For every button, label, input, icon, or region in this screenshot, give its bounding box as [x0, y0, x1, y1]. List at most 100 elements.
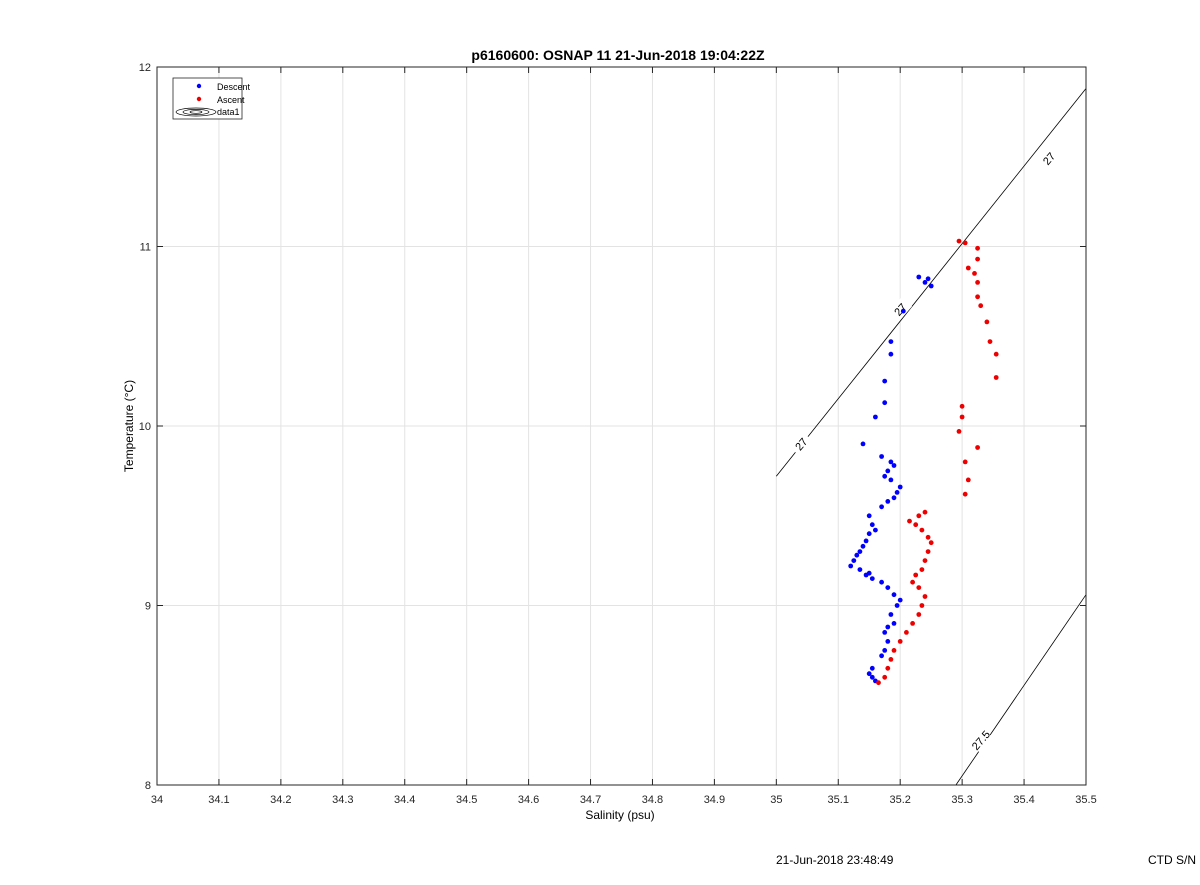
descent-point — [869, 522, 875, 528]
contour-label-bg — [968, 727, 993, 753]
ascent-point — [888, 657, 894, 662]
legend-ascent-marker — [196, 96, 202, 102]
x-tick-label: 34.8 — [642, 794, 663, 806]
descent-point — [888, 339, 894, 344]
x-tick-label: 34.5 — [456, 794, 477, 806]
x-tick-label: 34.1 — [208, 794, 229, 806]
ascent-point — [919, 567, 925, 572]
descent-point — [925, 276, 931, 282]
ascent-point — [962, 491, 968, 497]
descent-point — [882, 378, 888, 384]
descent-point — [860, 543, 866, 549]
ascent-point — [987, 339, 993, 344]
contour-label-bg — [1036, 146, 1061, 171]
ascent-point — [965, 265, 971, 271]
legend-descent-marker — [196, 83, 202, 89]
descent-point — [851, 558, 857, 563]
ascent-point — [922, 594, 928, 599]
ascent-point — [876, 680, 881, 686]
descent-point — [897, 484, 903, 490]
ascent-point — [972, 271, 977, 276]
ascent-point — [925, 534, 931, 540]
ascent-point — [925, 549, 931, 554]
descent-point — [928, 283, 934, 289]
descent-point — [879, 504, 884, 510]
ascent-point — [891, 648, 897, 653]
ascent-point — [959, 403, 965, 409]
legend-data1-label: data1 — [217, 107, 240, 117]
x-tick-label: 34 — [151, 794, 163, 806]
ascent-point — [984, 319, 990, 325]
descent-point — [854, 552, 860, 558]
descent-point — [888, 351, 894, 357]
descent-point — [866, 570, 872, 576]
ascent-point — [965, 477, 971, 483]
descent-point — [879, 454, 884, 459]
y-tick-label: 9 — [145, 601, 151, 613]
descent-point — [866, 671, 872, 677]
descent-point — [891, 592, 897, 598]
ascent-point — [904, 630, 909, 635]
grid-lines — [156, 66, 1087, 786]
descent-point — [891, 463, 897, 468]
ascent-point — [919, 603, 925, 608]
contour-line — [775, 88, 1087, 477]
ascent-point — [919, 527, 925, 533]
ascent-point — [928, 540, 934, 546]
descent-point — [879, 579, 884, 585]
ascent-point — [882, 674, 888, 680]
x-tick-label: 34.4 — [394, 794, 415, 806]
descent-series — [848, 274, 934, 684]
descent-point — [869, 665, 875, 671]
descent-point — [894, 603, 900, 608]
x-tick-label: 34.9 — [704, 794, 725, 806]
descent-point — [888, 459, 894, 465]
x-tick-label: 34.2 — [270, 794, 291, 806]
data-series — [848, 238, 999, 686]
ascent-point — [993, 375, 999, 380]
descent-point — [885, 468, 891, 474]
ascent-point — [922, 558, 928, 563]
ascent-point — [913, 522, 919, 528]
descent-point — [863, 538, 869, 544]
descent-point — [882, 473, 888, 479]
contour-label-bg — [888, 297, 913, 322]
ascent-point — [962, 240, 968, 246]
y-tick-label: 11 — [140, 242, 151, 254]
descent-point — [888, 477, 894, 483]
ascent-point — [910, 579, 915, 585]
x-tick-label: 35.3 — [951, 794, 972, 806]
ascent-point — [956, 238, 962, 244]
descent-point — [866, 513, 872, 519]
y-tick-label: 10 — [139, 421, 151, 433]
ascent-point — [885, 665, 891, 671]
descent-point — [888, 612, 894, 617]
footer-serial: CTD S/N — [1148, 853, 1196, 867]
descent-point — [866, 531, 872, 537]
descent-point — [873, 414, 878, 420]
x-tick-label: 35.2 — [889, 794, 910, 806]
descent-point — [900, 308, 906, 314]
ascent-point — [975, 245, 980, 251]
chart-title: p6160600: OSNAP 11 21-Jun-2018 19:04:22Z — [471, 47, 765, 63]
y-axis-label: Temperature (°C) — [122, 380, 136, 472]
descent-point — [922, 280, 928, 285]
ascent-point — [916, 612, 922, 617]
x-tick-label: 35.4 — [1013, 794, 1034, 806]
ascent-point — [975, 445, 980, 450]
descent-point — [857, 567, 863, 572]
y-axis-ticks: 8 9 10 11 12 — [139, 62, 1086, 792]
descent-point — [885, 585, 891, 590]
legend-ascent-label: Ascent — [217, 95, 245, 105]
ascent-point — [910, 621, 915, 626]
x-tick-label: 34.3 — [332, 794, 353, 806]
x-tick-label: 35.1 — [828, 794, 849, 806]
legend-contour-icon — [175, 107, 217, 117]
descent-point — [873, 527, 878, 533]
descent-point — [860, 441, 866, 447]
y-tick-label: 12 — [139, 62, 151, 74]
ascent-point — [907, 518, 912, 524]
contour-line — [955, 594, 1087, 786]
ascent-point — [993, 351, 999, 357]
ascent-point — [962, 459, 968, 465]
